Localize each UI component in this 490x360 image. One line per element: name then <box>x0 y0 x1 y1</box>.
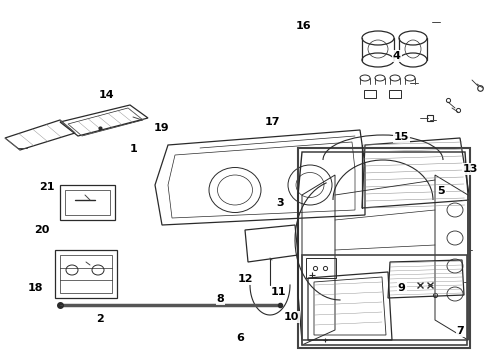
Text: 20: 20 <box>34 225 49 235</box>
Text: 3: 3 <box>276 198 284 208</box>
Text: 10: 10 <box>284 312 299 322</box>
Bar <box>60 255 112 293</box>
Text: 14: 14 <box>99 90 115 100</box>
Text: 6: 6 <box>236 333 244 343</box>
Text: 13: 13 <box>463 164 478 174</box>
Text: 21: 21 <box>39 182 54 192</box>
Bar <box>60 185 115 220</box>
Text: 16: 16 <box>296 21 312 31</box>
Text: 2: 2 <box>97 314 104 324</box>
Bar <box>364 90 376 98</box>
Text: 8: 8 <box>217 294 224 304</box>
Text: 11: 11 <box>270 287 286 297</box>
Text: 18: 18 <box>27 283 43 293</box>
Text: 15: 15 <box>394 132 410 142</box>
Text: 4: 4 <box>393 51 401 61</box>
Text: 7: 7 <box>457 326 465 336</box>
Bar <box>55 250 117 298</box>
Bar <box>298 148 470 348</box>
Text: 5: 5 <box>437 186 445 196</box>
Text: 17: 17 <box>264 117 280 127</box>
Text: 1: 1 <box>129 144 137 154</box>
Bar <box>302 255 467 345</box>
Bar <box>389 90 401 98</box>
Bar <box>306 258 336 278</box>
Text: 19: 19 <box>154 123 170 133</box>
Bar <box>65 190 110 215</box>
Text: 9: 9 <box>398 283 406 293</box>
Text: 12: 12 <box>237 274 253 284</box>
